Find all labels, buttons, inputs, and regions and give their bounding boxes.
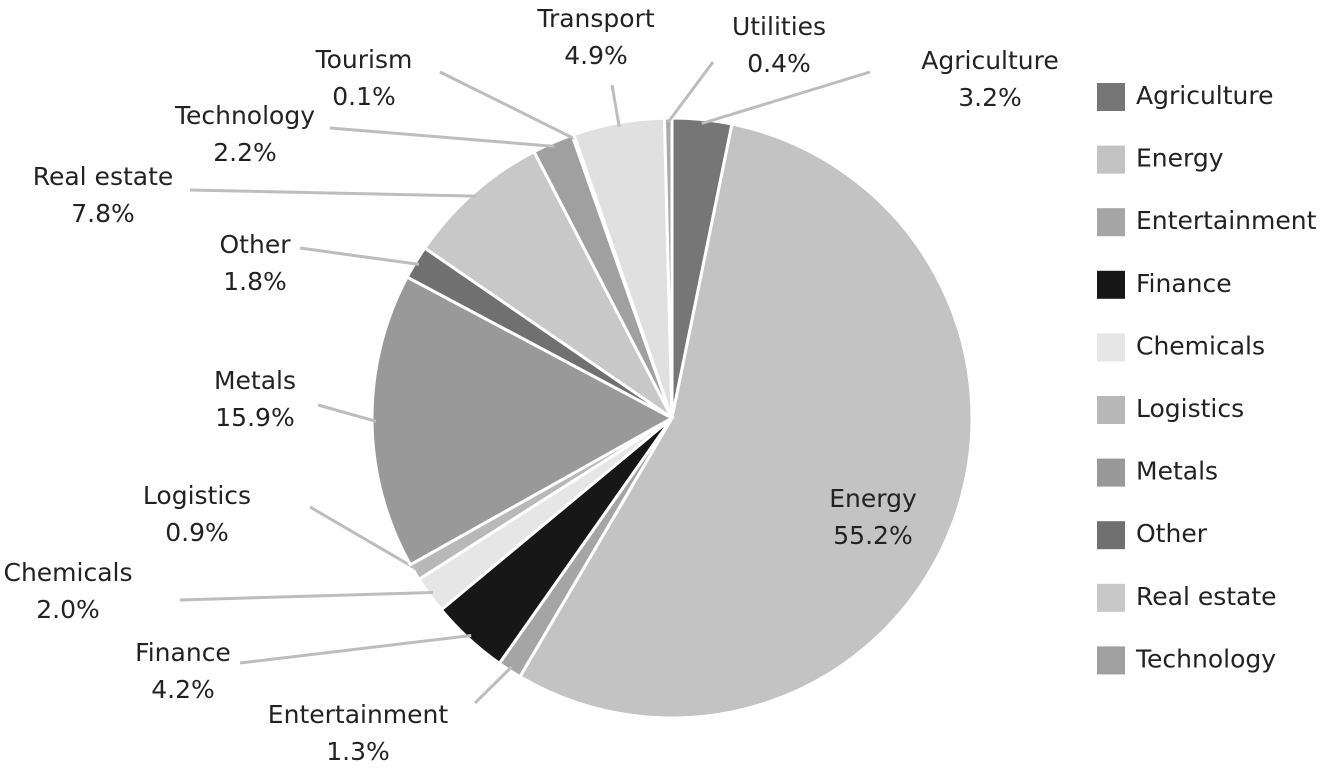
leader-line [667,61,715,123]
pie-slice [422,149,674,420]
legend-label: Metals [1136,457,1218,486]
legend-swatch [1097,396,1125,424]
slice-label: Logistics [143,481,251,510]
slice-value-label: 2.2% [213,138,277,167]
slice-label: Utilities [732,12,826,41]
leader-line [610,84,621,127]
legend-swatch [1097,646,1125,675]
legend-label: Other [1136,519,1208,548]
legend-label: Agriculture [1136,81,1274,110]
slice-label: Metals [214,366,296,395]
slice-label: Finance [135,638,231,667]
legend-swatch [1097,521,1125,550]
slice-value-label: 0.4% [747,49,811,78]
leader-line [179,591,433,602]
slice-label: Tourism [315,45,413,74]
slice-label: Chemicals [3,558,132,587]
legend-label: Energy [1136,144,1224,173]
slice-label: Agriculture [921,46,1059,75]
legend-swatch [1097,208,1125,237]
slice-value-label: 1.3% [326,737,390,766]
leader-line [299,246,420,266]
leader-line [309,505,419,572]
leader-line [473,665,513,705]
legend-swatch [1097,83,1125,111]
legend-swatch [1097,583,1125,612]
slice-value-label: 1.8% [223,267,287,296]
slice-label: Other [220,230,292,259]
slice-value-label: 7.8% [71,199,135,228]
legend-swatch [1097,333,1125,362]
slice-value-label: 4.9% [564,41,628,70]
slice-value-label: 0.9% [165,518,229,547]
slice-label: Energy [829,484,917,513]
legend-label: Chemicals [1136,331,1265,360]
legend-label: Entertainment [1136,206,1317,235]
slice-value-label: 4.2% [151,675,215,704]
slice-label: Real estate [33,162,174,191]
leader-line [439,70,575,140]
slice-value-label: 15.9% [215,403,294,432]
slice-label: Transport [536,4,655,33]
leader-line [189,188,477,198]
slice-value-label: 0.1% [332,82,396,111]
slice-value-label: 3.2% [958,83,1022,112]
legend-label: Finance [1136,269,1232,298]
slice-label: Technology [174,101,315,130]
legend-label: Real estate [1136,582,1277,611]
legend-swatch [1097,145,1125,174]
legend-swatch [1097,458,1125,487]
pie-slice [517,122,974,720]
leader-line [701,70,871,125]
legend-label: Logistics [1136,394,1244,423]
legend-swatch [1097,270,1125,299]
leader-line [329,126,555,148]
slice-label: Entertainment [268,700,449,729]
legend-label: Technology [1135,644,1276,673]
leader-line [317,403,377,423]
slice-value-label: 55.2% [833,521,912,550]
leader-line [239,634,472,665]
slice-value-label: 2.0% [36,595,100,624]
